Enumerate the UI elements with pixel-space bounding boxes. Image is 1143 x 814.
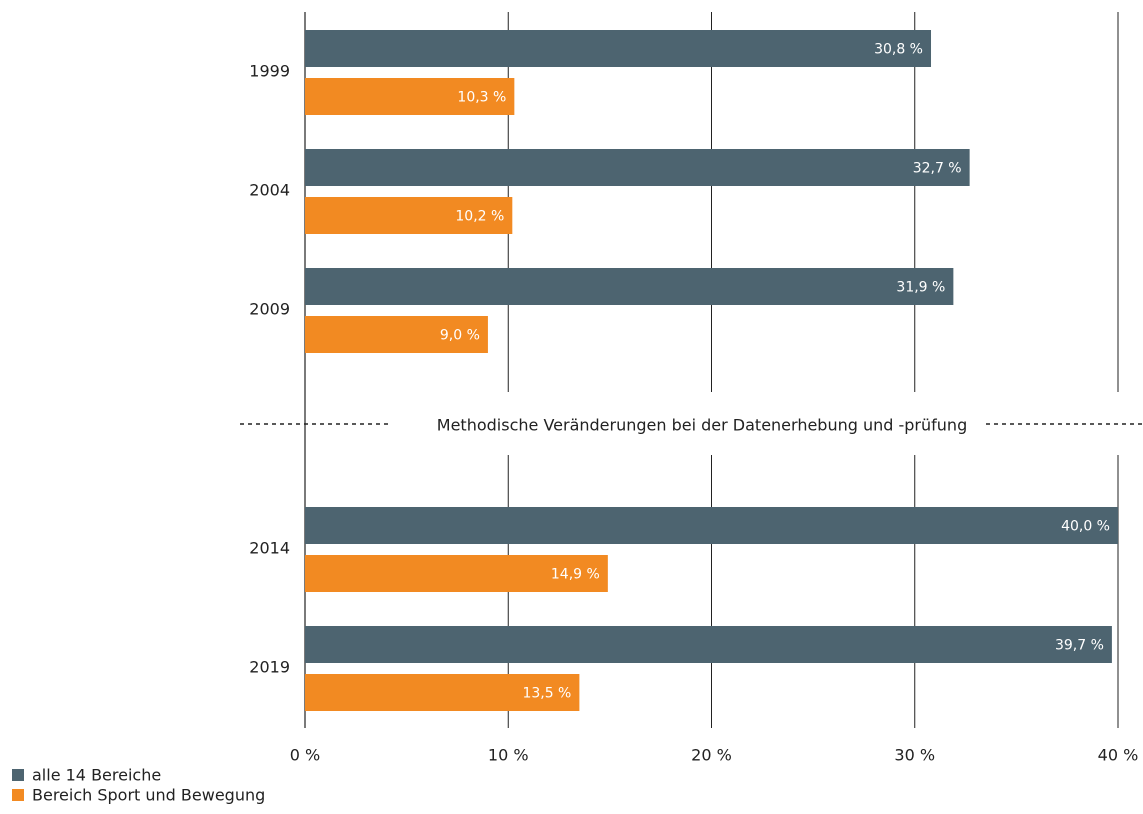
bar: [305, 30, 932, 67]
bar: [305, 78, 515, 115]
value-label: 9,0 %: [440, 328, 480, 344]
bar: [305, 316, 488, 353]
x-tick-label: 30 %: [894, 746, 935, 765]
annotation: Methodische Veränderungen bei der Datene…: [437, 416, 967, 435]
legend-label: alle 14 Bereiche: [32, 766, 161, 785]
bar: [305, 149, 970, 186]
x-tick-label: 0 %: [290, 746, 320, 765]
value-label: 10,2 %: [455, 209, 504, 225]
value-label: 10,3 %: [457, 90, 506, 106]
bar: [305, 674, 580, 711]
x-tick-label: 20 %: [691, 746, 732, 765]
bar: [305, 626, 1112, 663]
bar: [305, 555, 608, 592]
bar: [305, 507, 1118, 544]
value-label: 13,5 %: [522, 686, 571, 702]
legend-swatch: [12, 769, 24, 781]
x-tick-label: 40 %: [1098, 746, 1139, 765]
value-label: 39,7 %: [1055, 638, 1104, 654]
y-tick-label: 2019: [249, 658, 290, 677]
legend-label: Bereich Sport und Bewegung: [32, 786, 265, 805]
value-label: 14,9 %: [551, 567, 600, 583]
y-tick-label: 2009: [249, 300, 290, 319]
y-tick-label: 2004: [249, 181, 290, 200]
legend-swatch: [12, 789, 24, 801]
x-tick-label: 10 %: [488, 746, 529, 765]
y-tick-label: 1999: [249, 62, 290, 81]
y-tick-label: 2014: [249, 539, 290, 558]
value-label: 30,8 %: [874, 42, 923, 58]
value-label: 32,7 %: [913, 161, 962, 177]
value-label: 40,0 %: [1061, 519, 1110, 535]
bar: [305, 197, 513, 234]
bar: [305, 268, 954, 305]
value-label: 31,9 %: [896, 280, 945, 296]
